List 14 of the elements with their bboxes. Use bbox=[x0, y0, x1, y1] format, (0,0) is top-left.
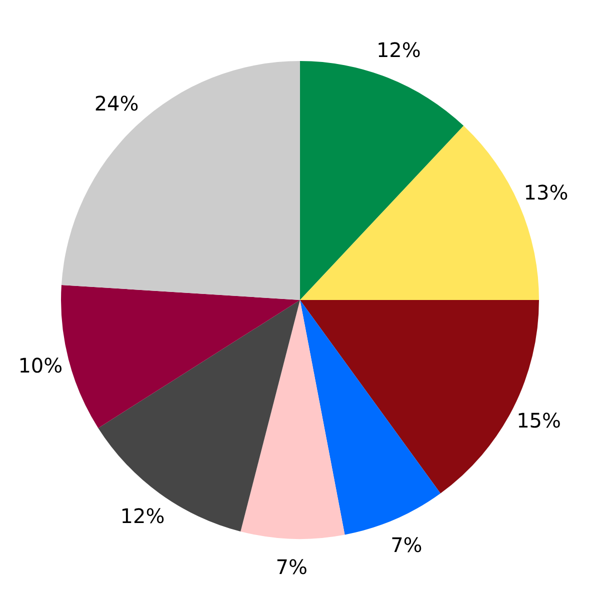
data-label: 24% bbox=[94, 92, 139, 116]
data-label: 12% bbox=[120, 504, 165, 528]
data-label: 7% bbox=[390, 532, 422, 557]
pie-slice bbox=[61, 284, 300, 428]
data-label: 15% bbox=[516, 408, 562, 433]
pie-slice bbox=[300, 300, 440, 535]
data-label: 13% bbox=[524, 180, 568, 205]
pie-slice bbox=[98, 300, 300, 532]
data-label: 10% bbox=[18, 354, 63, 378]
data-label: 7% bbox=[276, 554, 308, 579]
data-label: 12% bbox=[376, 38, 421, 62]
pie-slice bbox=[61, 61, 300, 300]
pie-slice bbox=[240, 300, 345, 539]
pie-slice bbox=[300, 61, 464, 300]
